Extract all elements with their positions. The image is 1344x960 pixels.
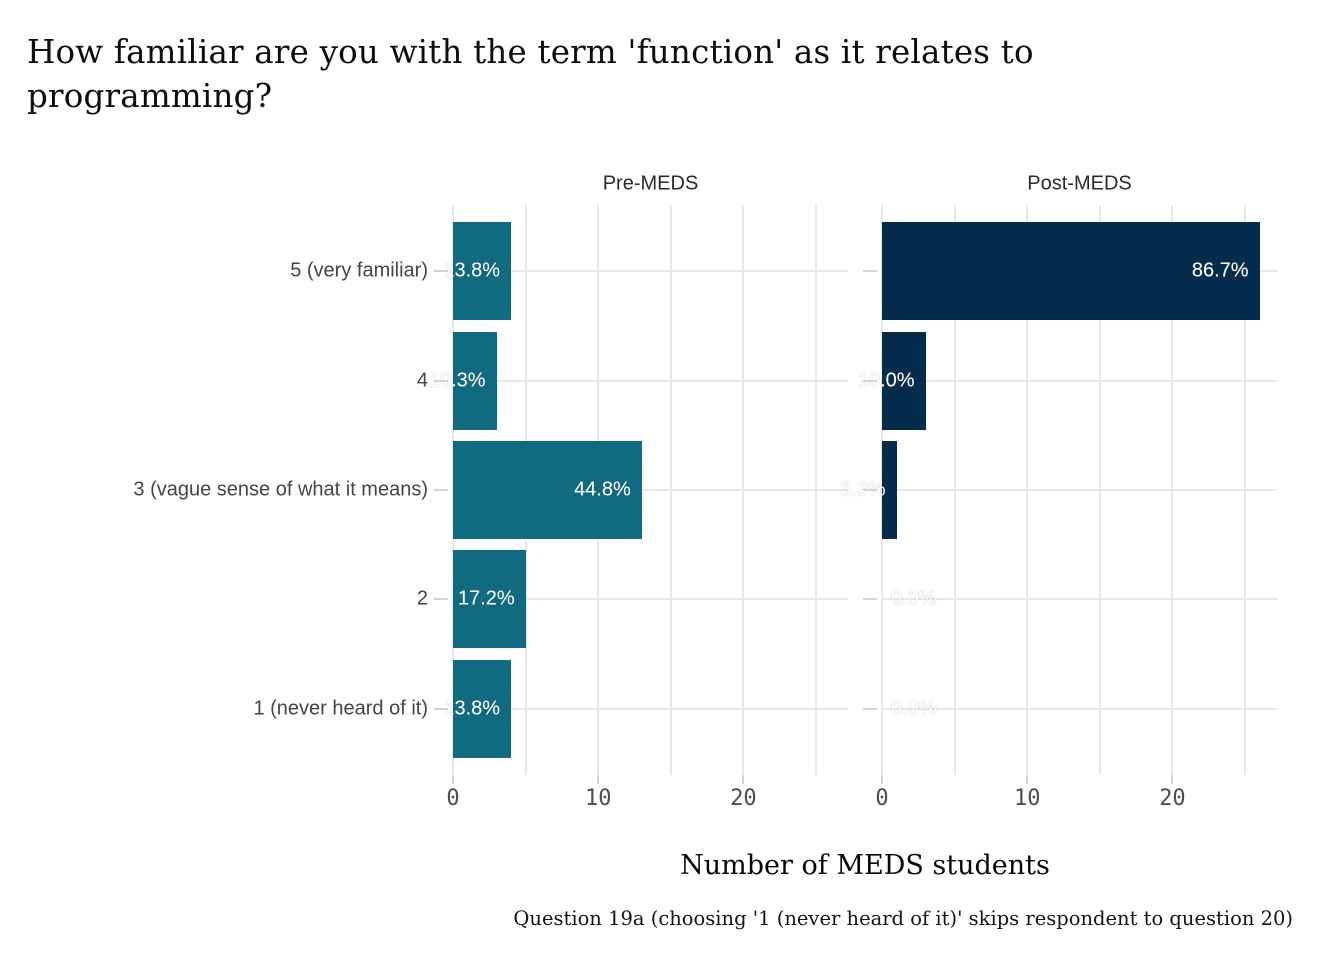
y-axis-tick xyxy=(863,707,877,710)
bar-pre-meds-5 (very familiar) xyxy=(453,222,512,321)
chart-title: How familiar are you with the term 'func… xyxy=(27,33,1034,116)
bar-pre-meds-2 xyxy=(453,550,526,649)
y-axis-tick xyxy=(863,270,877,273)
y-axis-tick xyxy=(434,489,448,491)
x-axis-tick-label: 0 xyxy=(875,786,889,811)
y-axis-label: 2 xyxy=(416,587,428,610)
bar-post-meds-3 (vague sense of what it means) xyxy=(882,441,897,539)
x-axis-tick xyxy=(1171,775,1174,784)
x-axis-tick xyxy=(881,775,883,784)
x-axis-tick xyxy=(742,775,745,784)
gridline-horizontal xyxy=(453,707,848,710)
y-axis-tick xyxy=(863,379,877,382)
y-axis-label: 4 xyxy=(416,369,428,392)
bar-pre-meds-4 xyxy=(453,331,497,430)
facet-panel: 13.8% 10.3% 44.8% 17.2% 13.8% xyxy=(429,205,848,775)
gridline-horizontal xyxy=(882,489,1277,491)
bar-percent-label: 13.8% xyxy=(443,697,501,720)
bar-percent-label: 10.0% xyxy=(857,369,915,392)
gridline-horizontal xyxy=(453,379,848,382)
y-axis-tick xyxy=(863,489,877,491)
x-axis-title: Number of MEDS students xyxy=(680,850,1050,881)
x-axis-tick-label: 10 xyxy=(1013,786,1041,811)
bar-percent-label: 0.0% xyxy=(891,697,937,720)
gridline-horizontal xyxy=(882,379,1277,382)
x-axis-tick xyxy=(452,775,454,784)
gridline-horizontal xyxy=(453,489,848,491)
facet-panel: 86.7% 10.0% 3.3% 0.0% 0.0% xyxy=(840,205,1277,775)
bar-pre-meds-1 (never heard of it) xyxy=(453,659,512,758)
y-axis-tick xyxy=(863,598,877,601)
bar-percent-label: 17.2% xyxy=(457,587,515,610)
y-axis-tick xyxy=(434,379,448,382)
y-axis-label: 1 (never heard of it) xyxy=(253,697,428,720)
y-axis-label: 5 (very familiar) xyxy=(290,259,428,282)
x-axis-tick xyxy=(597,775,600,784)
gridline-horizontal xyxy=(882,707,1277,710)
bar-percent-label: 13.8% xyxy=(443,259,501,282)
x-axis-tick-label: 20 xyxy=(1159,786,1186,811)
bar-percent-label: 86.7% xyxy=(1191,259,1249,282)
gridline-horizontal xyxy=(453,270,848,273)
x-axis-tick-label: 10 xyxy=(584,786,612,811)
y-axis-label: 3 (vague sense of what it means) xyxy=(133,478,428,501)
y-axis-tick xyxy=(434,270,448,273)
y-axis-tick xyxy=(434,707,448,710)
gridline-horizontal xyxy=(453,598,848,601)
bar-percent-label: 0.0% xyxy=(891,587,937,610)
x-axis-tick xyxy=(1026,775,1029,784)
bar-percent-label: 3.3% xyxy=(839,478,886,501)
bar-post-meds-4 xyxy=(882,331,926,430)
facet-strip-label: Pre-MEDS xyxy=(602,172,699,195)
bar-pre-meds-3 (vague sense of what it means) xyxy=(453,441,642,539)
bar-percent-label: 44.8% xyxy=(574,478,631,501)
gridline-horizontal xyxy=(882,598,1277,601)
bar-percent-label: 10.3% xyxy=(428,369,486,392)
y-axis-tick xyxy=(434,598,448,601)
chart-caption: Question 19a (choosing '1 (never heard o… xyxy=(513,907,1293,930)
x-axis-tick-label: 20 xyxy=(730,786,757,811)
facet-strip-label: Post-MEDS xyxy=(1027,172,1132,195)
x-axis-tick-label: 0 xyxy=(446,786,460,811)
bar-post-meds-5 (very familiar) xyxy=(882,222,1260,321)
